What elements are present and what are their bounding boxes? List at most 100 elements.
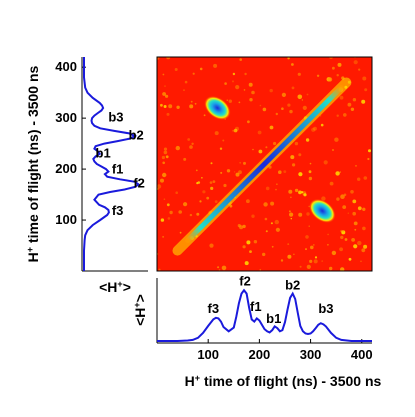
heatmap-speckle xyxy=(347,212,349,214)
heatmap-speckle xyxy=(287,254,292,259)
heatmap-speckle xyxy=(244,261,249,266)
bottom-tick-label: 200 xyxy=(249,347,271,362)
heatmap-speckle xyxy=(352,199,357,204)
bottom-profile-panel: 100 200 300 400 f3 f2 f1 b1 b2 b3 xyxy=(156,273,373,362)
heatmap-speckle xyxy=(209,243,214,248)
heatmap-speckle xyxy=(289,212,294,217)
heatmap-speckle xyxy=(191,142,194,145)
heatmap-speckle xyxy=(166,203,170,207)
heatmap-speckle xyxy=(265,230,268,233)
heatmap-speckle xyxy=(353,60,358,65)
heatmap-speckle xyxy=(332,66,335,70)
heatmap-speckle xyxy=(162,92,167,96)
heatmap-speckle xyxy=(262,107,267,112)
heatmap-speckle xyxy=(323,160,328,165)
heatmap-speckle xyxy=(310,245,314,250)
heatmap-speckle xyxy=(197,181,201,184)
heatmap-speckle xyxy=(271,245,274,248)
heatmap-speckle xyxy=(350,190,354,194)
heatmap-speckle xyxy=(350,107,355,112)
heatmap-speckle xyxy=(305,248,307,251)
heatmap-speckle xyxy=(238,170,242,175)
heatmap-speckle xyxy=(206,196,210,200)
heatmap-speckle xyxy=(362,76,367,81)
heatmap-speckle xyxy=(313,244,315,246)
heatmap-speckle xyxy=(290,196,292,199)
heatmap-speckle xyxy=(342,230,345,233)
heatmap-speckle xyxy=(355,165,357,167)
heatmap-speckle xyxy=(298,153,302,157)
heatmap-speckle xyxy=(187,138,191,141)
bottom-annotations: f3 f2 f1 b1 b2 b3 xyxy=(208,273,334,326)
bottom-tick-label: 300 xyxy=(300,347,322,362)
heatmap-speckle xyxy=(287,103,291,107)
heatmap-speckle xyxy=(362,226,366,231)
heatmap-speckle xyxy=(259,268,262,271)
heatmap-speckle xyxy=(166,57,171,60)
left-tick-label: 200 xyxy=(55,161,77,176)
heatmap-speckle xyxy=(174,68,178,71)
heatmap-speckle xyxy=(167,217,171,220)
heatmap-speckle xyxy=(175,145,180,151)
heatmap-speckle xyxy=(158,268,161,271)
heatmap-speckle xyxy=(275,227,280,232)
heatmap-frame xyxy=(156,56,373,272)
heatmap-speckle xyxy=(309,259,313,263)
heatmap-speckle xyxy=(175,191,178,194)
heatmap-speckle xyxy=(298,190,302,195)
heatmap-speckle xyxy=(308,225,310,227)
heatmap-speckle xyxy=(226,99,229,101)
heatmap-speckle xyxy=(290,218,292,220)
heatmap-speckle xyxy=(306,264,311,269)
heatmap-speckle xyxy=(339,95,344,100)
heatmap-speckle xyxy=(363,176,368,180)
heatmap-speckle xyxy=(357,240,362,246)
heatmap-speckle xyxy=(306,212,310,216)
heatmap-speckle xyxy=(203,114,206,117)
heatmap-speckle xyxy=(281,107,284,110)
heatmap-speckle xyxy=(249,98,253,102)
heatmap-speckle xyxy=(352,98,357,102)
heatmap-speckle xyxy=(213,63,218,68)
heatmap-speckle xyxy=(163,198,166,200)
heatmap-speckle xyxy=(287,57,290,60)
heatmap-speckle xyxy=(222,139,225,142)
heatmap-speckle xyxy=(209,181,213,184)
heatmap-speckle xyxy=(301,99,304,101)
heatmap-speckle xyxy=(202,190,206,194)
bottom-ticks: 100 200 300 400 xyxy=(197,339,373,362)
heatmap-speckle xyxy=(364,88,368,92)
heatmap-speckle xyxy=(291,86,295,90)
heatmap-speckle xyxy=(273,141,277,146)
heatmap-speckle xyxy=(162,236,165,238)
heatmap-speckle xyxy=(168,104,173,109)
heatmap-speckle xyxy=(347,102,352,107)
heatmap-speckle xyxy=(354,228,357,231)
heatmap-speckle xyxy=(232,129,235,132)
heatmap-speckle xyxy=(264,217,268,221)
heatmap-speckle xyxy=(343,113,347,117)
heatmap-speckle xyxy=(157,57,160,60)
heatmap-speckle xyxy=(337,62,342,67)
heatmap-speckle xyxy=(306,93,309,96)
heatmap-speckle xyxy=(314,256,318,259)
heatmap-speckle xyxy=(179,231,182,234)
heatmap-speckle xyxy=(246,240,251,245)
heatmap-speckle xyxy=(246,199,250,204)
heatmap-speckle xyxy=(353,244,358,249)
heatmap-speckle xyxy=(292,163,296,167)
heatmap-speckle xyxy=(233,128,238,133)
heatmap-speckle xyxy=(196,212,200,216)
heatmap-speckle xyxy=(189,145,193,149)
heatmap-speckle xyxy=(340,235,344,240)
heatmap-speckle xyxy=(269,125,274,130)
heatmap-speckle xyxy=(278,170,282,174)
heatmap-speckle xyxy=(297,72,301,76)
heatmap-speckle xyxy=(212,180,216,184)
heatmap-speckle xyxy=(229,204,233,208)
heatmap-speckle xyxy=(183,202,188,207)
heatmap-speckle xyxy=(253,240,258,244)
peak-label-b2: b2 xyxy=(129,127,144,142)
heatmap-speckle xyxy=(297,94,303,100)
heatmap-speckle xyxy=(251,214,255,218)
